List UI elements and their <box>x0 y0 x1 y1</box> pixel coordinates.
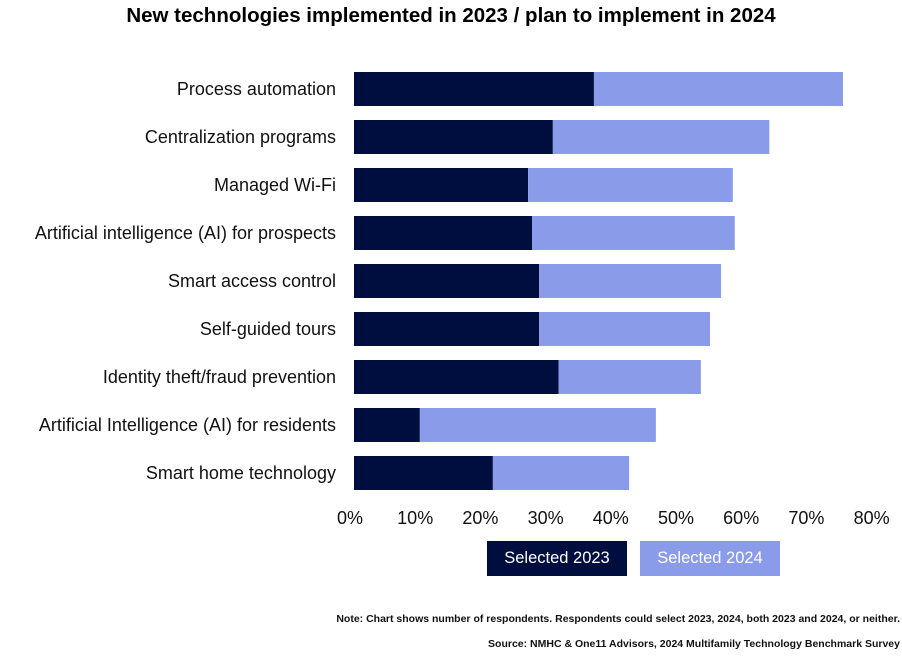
x-tick-label: 20% <box>462 508 498 528</box>
bar-2024 <box>539 264 722 298</box>
category-label: Process automation <box>177 79 336 99</box>
chart-source: Source: NMHC & One11 Advisors, 2024 Mult… <box>488 638 900 650</box>
x-tick-label: 80% <box>854 508 890 528</box>
bar-2023 <box>354 264 540 298</box>
x-tick-label: 50% <box>658 508 694 528</box>
category-label: Smart home technology <box>146 463 336 483</box>
category-label: Artificial intelligence (AI) for prospec… <box>35 223 336 243</box>
legend-item-2024: Selected 2024 <box>640 541 780 576</box>
category-label: Smart access control <box>168 271 336 291</box>
bar-2023 <box>354 408 420 442</box>
chart-title: New technologies implemented in 2023 / p… <box>126 4 776 27</box>
category-label: Centralization programs <box>145 127 336 147</box>
category-label: Identity theft/fraud prevention <box>103 367 336 387</box>
x-tick-label: 60% <box>723 508 759 528</box>
category-label: Self-guided tours <box>200 319 336 339</box>
bar-2024 <box>419 408 656 442</box>
bar-2024 <box>528 168 733 202</box>
bar-2023 <box>354 360 559 394</box>
bar-2024 <box>593 72 843 106</box>
bar-2024 <box>558 360 701 394</box>
bar-2023 <box>354 216 532 250</box>
x-tick-label: 30% <box>528 508 564 528</box>
x-tick-label: 40% <box>593 508 629 528</box>
bar-2024 <box>531 216 735 250</box>
bar-2023 <box>354 168 529 202</box>
x-tick-label: 0% <box>337 508 363 528</box>
bar-2024 <box>539 312 710 346</box>
chart-note: Note: Chart shows number of respondents.… <box>336 613 900 625</box>
category-label: Artificial Intelligence (AI) for residen… <box>39 415 336 435</box>
x-tick-label: 70% <box>788 508 824 528</box>
category-label: Managed Wi-Fi <box>214 175 336 195</box>
bar-2023 <box>354 72 594 106</box>
bar-2023 <box>354 312 540 346</box>
bar-2023 <box>354 456 493 490</box>
x-tick-label: 10% <box>397 508 433 528</box>
bar-2024 <box>492 456 630 490</box>
legend-item-2023: Selected 2023 <box>487 541 627 576</box>
bar-2023 <box>354 120 553 154</box>
bar-2024 <box>552 120 770 154</box>
